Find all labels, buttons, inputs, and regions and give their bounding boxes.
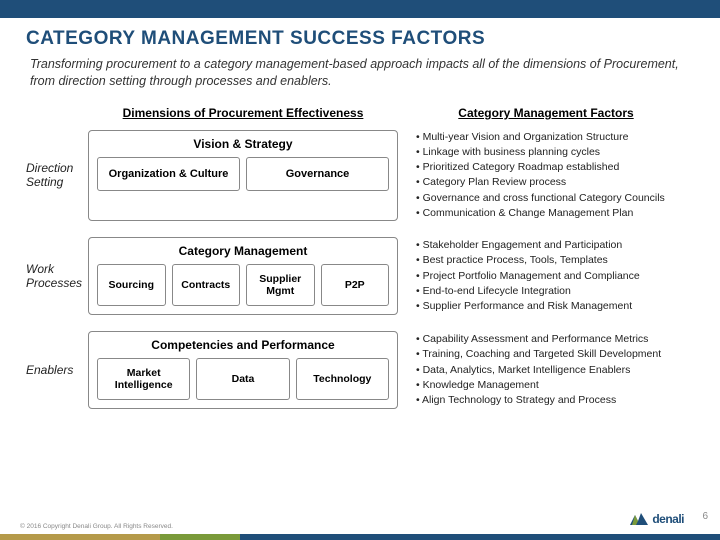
row-label: Enablers (26, 331, 88, 409)
factor-item: Training, Coaching and Targeted Skill De… (416, 347, 661, 362)
box-market-intel: Market Intelligence (97, 358, 190, 400)
box-org-culture: Organization & Culture (97, 157, 240, 192)
dimensions-header: Dimensions of Procurement Effectiveness (123, 106, 364, 120)
row-enablers: Enablers Competencies and Performance Ma… (26, 331, 694, 409)
factors-work-processes: Stakeholder Engagement and Participation… (398, 237, 694, 315)
factor-item: Capability Assessment and Performance Me… (416, 332, 661, 347)
factors-direction: Multi-year Vision and Organization Struc… (398, 130, 694, 221)
box-p2p: P2P (321, 264, 390, 306)
factor-item: Project Portfolio Management and Complia… (416, 269, 640, 284)
factor-item: Communication & Change Management Plan (416, 206, 665, 221)
row-direction-setting: Direction Setting Vision & Strategy Orga… (26, 130, 694, 221)
factor-item: Prioritized Category Roadmap established (416, 160, 665, 175)
group-title: Vision & Strategy (97, 137, 389, 151)
footer-stripe-green (160, 534, 240, 540)
copyright-text: © 2016 Copyright Denali Group. All Right… (20, 523, 173, 530)
logo-mountain-icon (630, 513, 648, 525)
subtitle: Transforming procurement to a category m… (26, 56, 694, 90)
footer-stripe-gold (0, 534, 160, 540)
column-headers: Dimensions of Procurement Effectiveness … (26, 104, 694, 122)
factor-item: Data, Analytics, Market Intelligence Ena… (416, 363, 661, 378)
factor-item: Governance and cross functional Category… (416, 191, 665, 206)
box-sourcing: Sourcing (97, 264, 166, 306)
group-title: Category Management (97, 244, 389, 258)
factor-item: Knowledge Management (416, 378, 661, 393)
row-label: Work Processes (26, 237, 88, 315)
diagram-category-mgmt: Category Management Sourcing Contracts S… (88, 237, 398, 315)
box-supplier-mgmt: Supplier Mgmt (246, 264, 315, 306)
diagram-vision-strategy: Vision & Strategy Organization & Culture… (88, 130, 398, 221)
footer-stripe-blue (240, 534, 720, 540)
box-governance: Governance (246, 157, 389, 192)
factor-item: Linkage with business planning cycles (416, 145, 665, 160)
factor-item: Align Technology to Strategy and Process (416, 393, 661, 408)
factors-header: Category Management Factors (458, 106, 633, 120)
group-title: Competencies and Performance (97, 338, 389, 352)
factor-item: End-to-end Lifecycle Integration (416, 284, 640, 299)
factor-item: Category Plan Review process (416, 175, 665, 190)
factor-item: Stakeholder Engagement and Participation (416, 238, 640, 253)
page-title: CATEGORY MANAGEMENT SUCCESS FACTORS (26, 28, 694, 50)
row-work-processes: Work Processes Category Management Sourc… (26, 237, 694, 315)
box-technology: Technology (296, 358, 389, 400)
box-data: Data (196, 358, 289, 400)
box-contracts: Contracts (172, 264, 241, 306)
factor-item: Multi-year Vision and Organization Struc… (416, 130, 665, 145)
page-number: 6 (702, 511, 708, 522)
diagram-competencies: Competencies and Performance Market Inte… (88, 331, 398, 409)
row-label: Direction Setting (26, 130, 88, 221)
logo-text: denali (652, 512, 684, 526)
factor-item: Supplier Performance and Risk Management (416, 299, 640, 314)
denali-logo: denali (630, 512, 684, 526)
top-brand-bar (0, 0, 720, 18)
factor-item: Best practice Process, Tools, Templates (416, 253, 640, 268)
footer-bar (0, 534, 720, 540)
factors-enablers: Capability Assessment and Performance Me… (398, 331, 694, 409)
slide-content: CATEGORY MANAGEMENT SUCCESS FACTORS Tran… (0, 18, 720, 409)
